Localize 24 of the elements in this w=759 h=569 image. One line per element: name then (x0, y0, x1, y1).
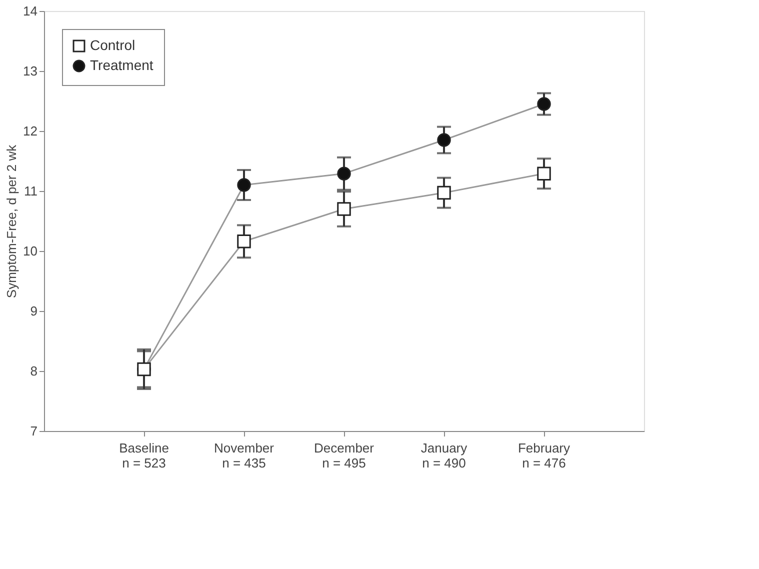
x-tick-label: Baseline n = 523 (119, 440, 169, 470)
point (337, 166, 351, 180)
y-tick-label: 11 (24, 184, 38, 198)
point (437, 133, 451, 147)
x-tick-label: December n = 495 (314, 440, 375, 470)
point (537, 97, 551, 111)
point (437, 186, 451, 200)
y-tick-label: 12 (23, 124, 38, 138)
point (337, 202, 351, 216)
point (237, 178, 251, 192)
legend-label: Control (90, 37, 136, 53)
x-tick-label: February n = 476 (518, 440, 571, 470)
point (237, 234, 251, 248)
point (537, 166, 551, 180)
x-tick-label: January n = 490 (420, 440, 468, 470)
y-tick-label: 8 (30, 364, 38, 378)
y-tick-label: 9 (30, 304, 38, 318)
x-tick-label: November n = 435 (214, 440, 275, 470)
legend-label: Treatment (90, 57, 154, 73)
y-tick-label: 14 (23, 4, 38, 18)
y-axis-title: Symptom-Free, d per 2 wk (4, 144, 20, 298)
y-tick-label: 13 (23, 64, 38, 78)
y-tick-label: 10 (23, 244, 38, 258)
y-tick-label: 7 (30, 424, 38, 438)
